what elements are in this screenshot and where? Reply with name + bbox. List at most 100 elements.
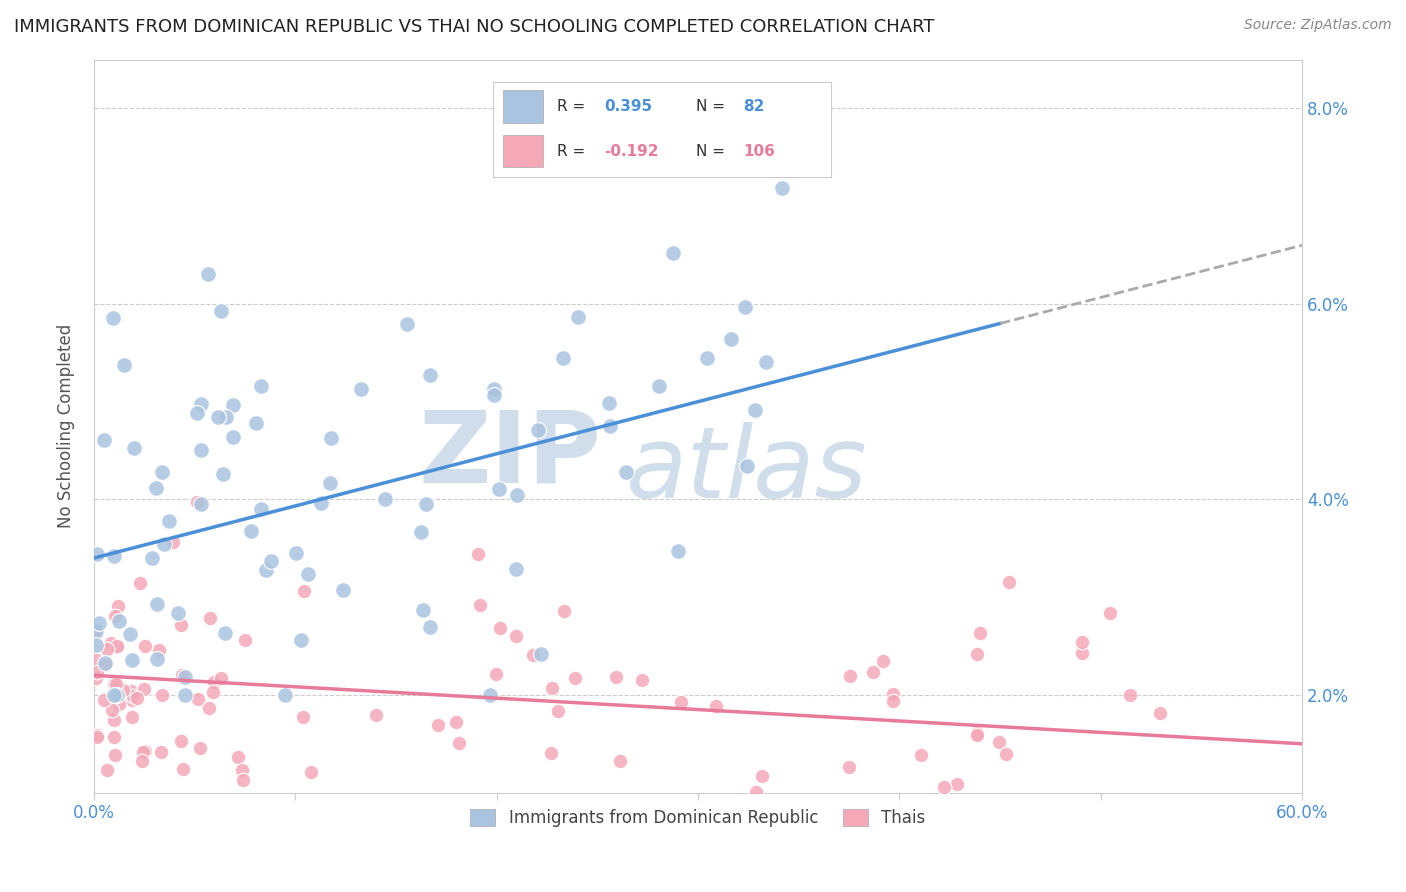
- Point: [118, 627, 141, 641]
- Point: [146, 597, 169, 611]
- Point: [1119, 688, 1142, 702]
- Point: [290, 633, 312, 648]
- Point: [131, 754, 153, 768]
- Point: [505, 487, 527, 501]
- Point: [86, 638, 108, 652]
- Point: [734, 300, 756, 314]
- Point: [94, 656, 117, 670]
- Point: [470, 598, 492, 612]
- Point: [541, 681, 564, 696]
- Point: [167, 606, 190, 620]
- Point: [148, 643, 170, 657]
- Point: [648, 379, 671, 393]
- Point: [121, 689, 143, 703]
- Point: [141, 551, 163, 566]
- Point: [631, 673, 654, 688]
- Point: [488, 482, 510, 496]
- Point: [259, 554, 281, 568]
- Point: [540, 746, 562, 760]
- Point: [946, 776, 969, 790]
- Point: [101, 703, 124, 717]
- Point: [108, 697, 131, 711]
- Point: [395, 317, 418, 331]
- Point: [240, 524, 263, 538]
- Point: [838, 669, 860, 683]
- Point: [186, 406, 208, 420]
- Point: [105, 639, 128, 653]
- Point: [103, 730, 125, 744]
- Point: [666, 543, 689, 558]
- Point: [838, 760, 860, 774]
- Point: [419, 620, 441, 634]
- Point: [567, 310, 589, 324]
- Point: [125, 691, 148, 706]
- Point: [187, 692, 209, 706]
- Point: [162, 535, 184, 549]
- Point: [605, 670, 627, 684]
- Point: [83, 652, 105, 666]
- Point: [170, 734, 193, 748]
- Point: [444, 714, 467, 729]
- Point: [250, 501, 273, 516]
- Point: [226, 750, 249, 764]
- Point: [994, 747, 1017, 761]
- Point: [467, 547, 489, 561]
- Point: [84, 671, 107, 685]
- Point: [145, 482, 167, 496]
- Point: [527, 424, 550, 438]
- Point: [86, 730, 108, 744]
- Point: [172, 762, 194, 776]
- Point: [128, 575, 150, 590]
- Point: [134, 744, 156, 758]
- Text: ZIP: ZIP: [419, 407, 602, 504]
- Point: [231, 763, 253, 777]
- Point: [214, 409, 236, 424]
- Point: [121, 710, 143, 724]
- Point: [998, 574, 1021, 589]
- Point: [332, 583, 354, 598]
- Point: [274, 688, 297, 702]
- Point: [214, 626, 236, 640]
- Point: [152, 537, 174, 551]
- Point: [704, 699, 727, 714]
- Point: [232, 773, 254, 788]
- Text: atlas: atlas: [626, 422, 868, 518]
- Point: [447, 736, 470, 750]
- Point: [190, 497, 212, 511]
- Point: [170, 618, 193, 632]
- Point: [530, 647, 553, 661]
- Point: [479, 688, 502, 702]
- Point: [614, 465, 637, 479]
- Point: [917, 796, 939, 810]
- Point: [104, 748, 127, 763]
- Point: [197, 267, 219, 281]
- Point: [564, 671, 586, 685]
- Point: [505, 629, 527, 643]
- Point: [254, 563, 277, 577]
- Point: [86, 728, 108, 742]
- Point: [882, 687, 904, 701]
- Point: [94, 658, 117, 673]
- Point: [669, 694, 692, 708]
- Point: [174, 688, 197, 702]
- Point: [174, 670, 197, 684]
- Point: [488, 622, 510, 636]
- Legend: Immigrants from Dominican Republic, Thais: Immigrants from Dominican Republic, Thai…: [463, 801, 934, 836]
- Point: [882, 694, 904, 708]
- Point: [107, 599, 129, 613]
- Point: [112, 682, 135, 697]
- Point: [86, 547, 108, 561]
- Point: [122, 441, 145, 455]
- Point: [426, 717, 449, 731]
- Point: [207, 409, 229, 424]
- Point: [522, 648, 544, 662]
- Point: [103, 688, 125, 702]
- Point: [366, 708, 388, 723]
- Point: [96, 641, 118, 656]
- Point: [84, 624, 107, 639]
- Point: [599, 419, 621, 434]
- Point: [222, 430, 245, 444]
- Point: [482, 388, 505, 402]
- Point: [319, 431, 342, 445]
- Point: [1149, 706, 1171, 721]
